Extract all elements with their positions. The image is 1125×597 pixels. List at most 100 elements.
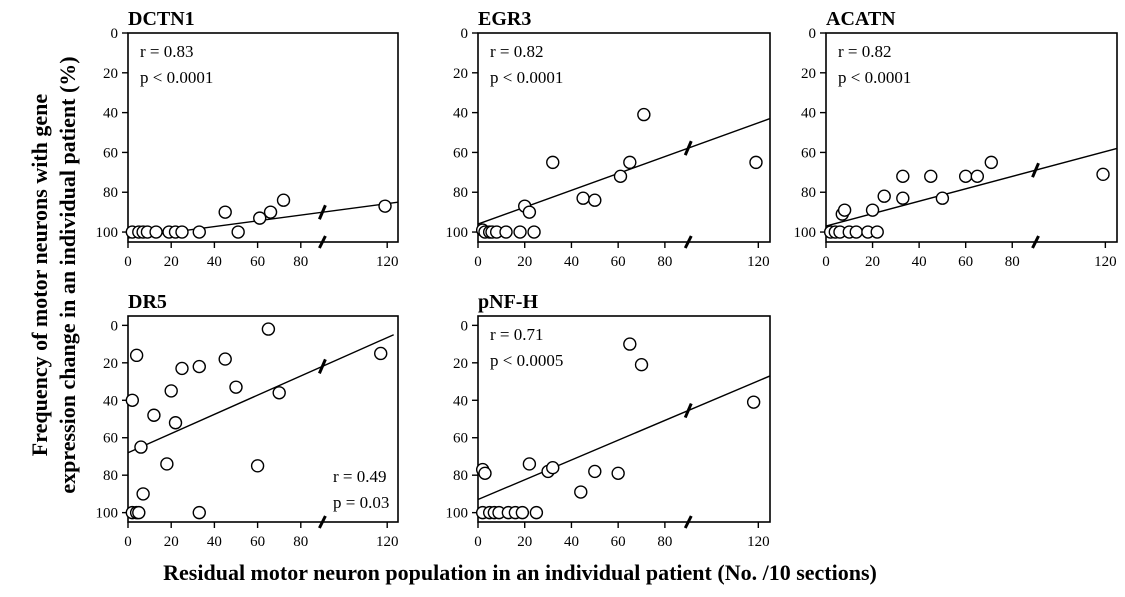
line-break-mark [318,358,327,374]
data-point [136,487,150,501]
data-point [272,386,286,400]
y-axis-label-line1: Frequency of motor neurons with gene [27,93,52,457]
data-point [623,155,637,170]
data-point [499,225,513,239]
data-point [870,225,884,239]
data-point [529,505,544,520]
y-tick-label: 100 [446,506,469,522]
x-tick-label: 20 [517,534,532,550]
data-point [129,348,144,363]
plot-frame [477,32,771,243]
y-tick-label: 80 [453,468,468,484]
data-point [896,169,910,184]
x-tick-label: 60 [958,254,973,270]
plot-frame [477,315,771,523]
y-tick-label: 80 [103,185,118,201]
y-tick-label: 60 [453,145,468,161]
x-tick-label: 40 [207,254,222,270]
y-tick-label: 60 [801,145,816,161]
data-point [513,225,527,239]
panel-egr3: EGR3 0 20 40 60 80 100 0 20 40 60 80 120 r = 0.82 p < … [446,8,771,270]
x-tick-label: 120 [376,534,399,550]
y-tick-label: 0 [111,26,119,42]
data-point [253,211,267,225]
data-point [218,352,232,366]
data-point [147,408,161,422]
regression-line [127,334,394,454]
data-point [192,225,206,239]
stat-p: p < 0.0005 [490,351,563,370]
x-tick-label: 60 [250,534,265,550]
x-tick-label: 40 [912,254,927,270]
y-tick-label: 40 [453,393,468,409]
panel-dr5: DR5 0 20 40 60 80 100 0 20 40 60 80 120 r = 0.49 p = 0… [96,291,399,550]
y-tick-label: 0 [111,318,119,334]
panel-title: ACATN [826,8,896,30]
data-point [134,440,148,454]
data-point [192,505,206,520]
axis-break-mark [318,515,327,529]
data-point [522,457,537,471]
data-point [935,191,950,205]
stat-r: r = 0.82 [490,42,544,61]
y-tick-label: 20 [103,356,118,372]
y-tick-label: 20 [453,356,468,372]
x-axis-label: Residual motor neuron population in an i… [163,560,877,585]
data-point [849,225,863,239]
x-tick-label: 0 [822,254,830,270]
x-tick-label: 120 [376,254,399,270]
y-tick-label: 80 [453,185,468,201]
stat-p: p = 0.03 [333,493,389,512]
data-point [218,205,232,219]
data-point [527,225,541,239]
panel-title: pNF-H [478,291,538,313]
y-tick-label: 100 [96,225,119,241]
data-point [132,505,146,520]
x-tick-label: 20 [164,254,179,270]
x-tick-label: 0 [124,534,132,550]
line-break-mark [1031,162,1040,178]
panel-title: EGR3 [478,8,531,30]
data-point [958,169,973,184]
y-tick-label: 100 [96,506,119,522]
data-point [574,485,588,499]
axis-break-mark [683,515,693,529]
stat-r: r = 0.83 [140,42,194,61]
data-point [149,225,163,239]
data-point [865,203,880,217]
x-tick-label: 120 [1094,254,1117,270]
y-tick-label: 80 [801,185,816,201]
axis-break-mark [1031,235,1040,249]
stat-r: r = 0.71 [490,325,544,344]
data-point [623,337,637,351]
panel-dctn1: DCTN1 0 20 40 60 80 100 0 20 40 60 80 120 r = 0.83 p <… [96,8,399,270]
stat-p: p < 0.0001 [838,68,911,87]
data-point [970,169,985,184]
panel-title: DCTN1 [128,8,195,30]
data-point [378,199,392,213]
x-tick-label: 20 [517,254,532,270]
data-point [250,459,265,473]
data-point [175,361,189,376]
line-break-mark [683,140,693,156]
data-point [522,205,537,219]
data-point [749,155,763,170]
y-tick-label: 0 [809,26,817,42]
data-point [160,457,174,471]
stat-r: r = 0.49 [333,467,387,486]
data-point [229,380,243,394]
data-point [613,169,628,184]
axis-break-mark [683,235,693,249]
x-tick-label: 20 [164,534,179,550]
y-axis-label-line2: expression change in an individual patie… [55,56,80,494]
y-tick-label: 0 [461,318,469,334]
stat-r: r = 0.82 [838,42,892,61]
x-tick-label: 40 [564,534,579,550]
data-point [478,466,492,481]
y-tick-label: 40 [801,106,816,122]
data-point [546,460,560,475]
x-tick-label: 40 [207,534,222,550]
panel-pnf-h: pNF-H 0 20 40 60 80 100 0 20 40 60 80 120 r = 0.71 p <… [446,291,771,550]
y-tick-label: 100 [794,225,817,241]
